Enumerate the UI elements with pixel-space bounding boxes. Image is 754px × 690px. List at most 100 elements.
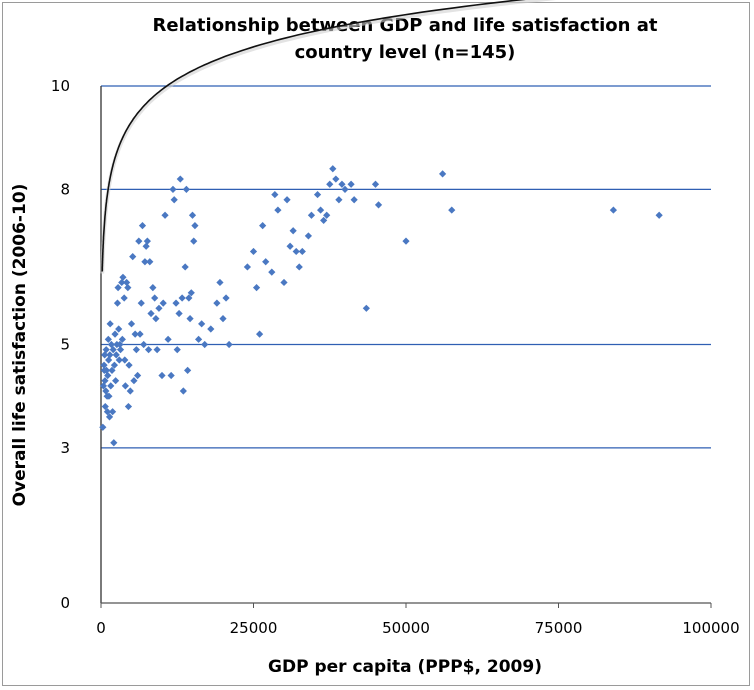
data-point xyxy=(182,185,190,193)
data-point xyxy=(187,289,195,297)
data-point xyxy=(256,330,264,338)
data-point xyxy=(115,356,123,364)
data-point xyxy=(152,315,160,323)
data-point xyxy=(112,377,120,385)
data-point xyxy=(108,408,117,416)
data-point xyxy=(108,366,116,374)
data-point xyxy=(115,325,123,333)
x-axis-title: GDP per capita (PPP$, 2009) xyxy=(268,657,542,677)
data-point xyxy=(119,273,127,281)
y-tick-label: 8 xyxy=(60,180,70,198)
data-point xyxy=(161,211,169,219)
data-point xyxy=(126,387,134,395)
data-point xyxy=(326,180,334,188)
data-point xyxy=(121,382,129,390)
data-point xyxy=(191,221,199,230)
data-point xyxy=(374,201,383,209)
data-point xyxy=(186,315,194,323)
data-point xyxy=(402,237,410,245)
log-trendline xyxy=(101,0,526,272)
data-point xyxy=(123,278,131,287)
data-point xyxy=(178,294,186,302)
data-point xyxy=(298,247,306,256)
data-point xyxy=(102,387,110,395)
data-point xyxy=(362,304,370,312)
data-point xyxy=(173,346,181,354)
data-point xyxy=(317,206,325,214)
data-point xyxy=(274,206,282,214)
data-point xyxy=(110,439,118,447)
data-point xyxy=(106,320,114,328)
data-point xyxy=(149,284,157,292)
data-point xyxy=(655,211,663,219)
data-point xyxy=(304,232,312,240)
data-point xyxy=(99,382,108,390)
data-point xyxy=(135,237,143,245)
y-tick-label: 5 xyxy=(60,336,70,354)
data-point xyxy=(181,263,189,271)
data-point xyxy=(195,335,203,343)
data-point xyxy=(118,335,126,343)
data-point xyxy=(169,185,177,193)
data-point xyxy=(105,413,114,421)
data-point xyxy=(99,423,107,431)
data-point xyxy=(147,309,155,318)
data-point xyxy=(268,268,276,276)
data-point xyxy=(164,335,172,343)
data-point xyxy=(102,346,110,354)
data-point xyxy=(292,247,300,256)
axes xyxy=(100,86,712,608)
data-point xyxy=(167,371,175,380)
data-point xyxy=(159,299,167,307)
chart-title-line-1: Relationship between GDP and life satisf… xyxy=(153,15,658,36)
y-axis-title: Overall life satisfaction (2006-10) xyxy=(10,184,30,507)
data-point xyxy=(175,309,183,318)
data-point xyxy=(313,190,322,199)
data-point xyxy=(338,180,346,188)
data-point xyxy=(176,175,184,183)
data-point xyxy=(112,351,120,359)
x-tick-label: 100000 xyxy=(682,619,739,637)
data-point xyxy=(129,253,137,261)
data-point xyxy=(609,206,617,214)
data-point xyxy=(105,356,113,364)
data-point xyxy=(144,346,153,354)
data-point xyxy=(151,294,159,302)
data-point xyxy=(103,408,112,416)
data-point xyxy=(125,361,133,369)
data-point xyxy=(371,180,380,188)
data-point xyxy=(201,340,209,349)
data-point xyxy=(307,211,316,219)
data-point xyxy=(116,346,125,354)
data-point xyxy=(179,387,187,395)
data-point xyxy=(289,227,297,235)
y-tick-label: 10 xyxy=(51,77,70,95)
data-point xyxy=(124,402,133,411)
data-point xyxy=(216,278,224,287)
data-point xyxy=(185,294,193,302)
data-point xyxy=(136,330,144,338)
chart-title-line-2: country level (n=145) xyxy=(295,42,516,63)
data-point xyxy=(134,371,142,380)
data-point xyxy=(110,361,119,369)
data-point xyxy=(323,211,331,219)
data-points xyxy=(99,165,663,447)
x-tick-labels: 0 25000 50000 75000 100000 xyxy=(96,619,739,637)
data-point xyxy=(109,346,117,354)
data-point xyxy=(350,196,358,204)
data-point xyxy=(104,371,112,380)
data-point xyxy=(102,366,111,374)
data-point xyxy=(107,382,115,390)
data-point xyxy=(188,211,197,219)
data-point xyxy=(329,165,337,173)
data-point xyxy=(101,377,109,385)
data-point xyxy=(213,299,221,307)
data-point xyxy=(332,175,340,183)
data-point xyxy=(141,258,149,266)
data-point xyxy=(118,278,126,287)
data-point xyxy=(320,216,328,225)
data-point xyxy=(439,170,447,178)
data-point xyxy=(111,330,119,338)
data-point xyxy=(101,402,109,411)
